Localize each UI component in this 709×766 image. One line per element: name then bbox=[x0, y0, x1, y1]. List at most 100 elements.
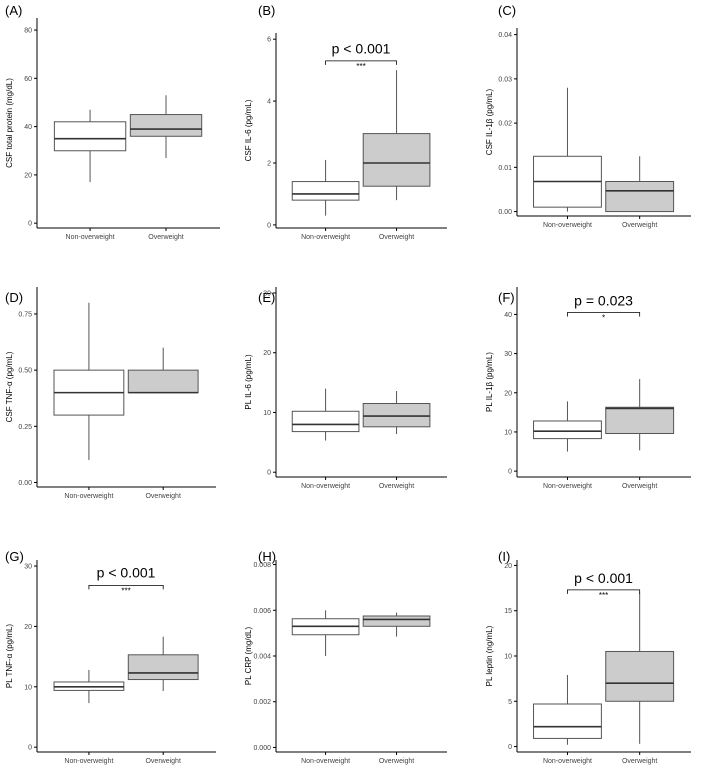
x-tick-label: Overweight bbox=[622, 758, 657, 765]
x-tick-label: Non-overweight bbox=[66, 234, 115, 241]
box-overweight bbox=[129, 95, 203, 158]
box-overweight bbox=[127, 347, 199, 394]
x-tick-label: Overweight bbox=[622, 483, 657, 490]
x-tick-label: Non-overweight bbox=[543, 222, 592, 229]
significance-stars: *** bbox=[121, 586, 130, 595]
iqr-box bbox=[605, 650, 675, 702]
box-overweight bbox=[605, 592, 675, 744]
p-value: p < 0.001 bbox=[574, 570, 633, 586]
y-tick-label: 0.00 bbox=[498, 209, 512, 216]
y-tick-label: 20 bbox=[24, 624, 32, 631]
x-tick-label: Overweight bbox=[379, 483, 414, 490]
panel-label: (E) bbox=[258, 290, 275, 305]
panel-a: (A) 0 20 40 60 80 CSF total protein (mg/dL) Non… bbox=[5, 3, 220, 241]
box-non-overweight bbox=[53, 302, 125, 461]
significance-stars: * bbox=[602, 313, 605, 322]
y-tick-label: 0.01 bbox=[498, 165, 512, 172]
iqr-box bbox=[533, 420, 602, 440]
panel-label: (C) bbox=[498, 3, 516, 18]
box-non-overweight bbox=[291, 159, 360, 216]
x-tick-label: Non-overweight bbox=[64, 758, 113, 765]
panel-g: (G) 0 10 20 30 PL TNF-α (pg/mL) Non-overweight… bbox=[5, 549, 216, 765]
box-non-overweight bbox=[533, 401, 602, 452]
y-tick-label: 0 bbox=[28, 745, 32, 752]
y-tick-label: 30 bbox=[504, 351, 512, 358]
significance-bracket bbox=[567, 312, 641, 317]
y-tick-label: 20 bbox=[24, 172, 32, 179]
y-tick-label: 0.00 bbox=[18, 480, 32, 487]
panel-h: (H) 0.000 0.002 0.004 0.006 0.008 PL CRP (mg/d… bbox=[244, 549, 447, 765]
box-non-overweight bbox=[53, 109, 127, 183]
y-tick-label: 0.75 bbox=[18, 311, 32, 318]
box-non-overweight bbox=[53, 669, 125, 704]
y-tick-label: 0.000 bbox=[253, 745, 271, 752]
panel-label: (D) bbox=[5, 290, 23, 305]
y-tick-label: 5 bbox=[508, 699, 512, 706]
p-value: p < 0.001 bbox=[332, 40, 391, 56]
y-tick-label: 0.03 bbox=[498, 76, 512, 83]
x-tick-label: Non-overweight bbox=[301, 483, 350, 490]
y-tick-label: 0 bbox=[28, 221, 32, 228]
panel-label: (H) bbox=[258, 549, 276, 564]
x-tick-label: Non-overweight bbox=[301, 758, 350, 765]
box-overweight bbox=[605, 156, 675, 213]
panel-f: (F) 0 10 20 30 40 PL IL-1β (pg/mL) Non-overweig… bbox=[485, 287, 691, 490]
y-tick-label: 40 bbox=[504, 312, 512, 319]
x-tick-label: Overweight bbox=[148, 234, 183, 241]
significance-bracket bbox=[325, 60, 397, 65]
box-overweight bbox=[362, 70, 431, 201]
y-axis-title: PL leptin (ng/mL) bbox=[485, 625, 494, 686]
y-tick-label: 6 bbox=[267, 37, 271, 44]
panel-label: (G) bbox=[5, 549, 24, 564]
iqr-box bbox=[127, 654, 199, 681]
y-tick-label: 0.50 bbox=[18, 368, 32, 375]
y-tick-label: 10 bbox=[263, 410, 271, 417]
x-tick-label: Overweight bbox=[145, 493, 180, 500]
box-overweight bbox=[362, 390, 431, 434]
iqr-box bbox=[362, 133, 431, 187]
panel-b: (B) 0 2 4 6 CSF IL-6 (pg/mL) Non-overweight Ove… bbox=[244, 3, 447, 241]
y-tick-label: 0 bbox=[508, 469, 512, 476]
y-tick-label: 20 bbox=[504, 563, 512, 570]
y-tick-label: 0.006 bbox=[253, 608, 271, 615]
box-non-overweight bbox=[533, 675, 602, 745]
x-tick-label: Overweight bbox=[379, 758, 414, 765]
x-tick-label: Overweight bbox=[379, 234, 414, 241]
y-axis-title: CSF IL-6 (pg/mL) bbox=[244, 99, 253, 161]
iqr-box bbox=[533, 703, 602, 739]
significance-bracket bbox=[567, 589, 641, 594]
y-axis-title: PL IL-1β (pg/mL) bbox=[485, 352, 494, 412]
x-tick-label: Overweight bbox=[145, 758, 180, 765]
panel-i: (I) 0 5 10 15 20 PL leptin (ng/mL) Non-overweig… bbox=[485, 549, 691, 765]
y-tick-label: 0.002 bbox=[253, 699, 271, 706]
panel-label: (I) bbox=[498, 549, 510, 564]
y-tick-label: 0 bbox=[267, 222, 271, 229]
x-tick-label: Non-overweight bbox=[543, 483, 592, 490]
y-axis-title: PL IL-6 (pg/mL) bbox=[244, 354, 253, 410]
y-tick-label: 0.04 bbox=[498, 32, 512, 39]
iqr-box bbox=[605, 406, 675, 435]
iqr-box bbox=[129, 114, 203, 137]
panel-e: (E) 0 10 20 30 PL IL-6 (pg/mL) Non-overweight O… bbox=[244, 287, 447, 490]
significance-stars: *** bbox=[599, 591, 608, 600]
box-overweight bbox=[127, 636, 199, 692]
iqr-box bbox=[291, 181, 360, 201]
y-tick-label: 0.008 bbox=[253, 562, 271, 569]
box-overweight bbox=[605, 379, 675, 451]
iqr-box bbox=[605, 180, 675, 213]
box-non-overweight bbox=[291, 388, 360, 441]
x-tick-label: Non-overweight bbox=[543, 758, 592, 765]
iqr-box bbox=[362, 615, 431, 627]
box-non-overweight bbox=[291, 610, 360, 656]
panel-label: (A) bbox=[5, 3, 22, 18]
y-axis-title: CSF IL-1β (pg/mL) bbox=[485, 88, 494, 155]
panel-label: (F) bbox=[498, 290, 515, 305]
y-tick-label: 40 bbox=[24, 124, 32, 131]
y-axis-title: PL TNF-α (pg/mL) bbox=[5, 624, 14, 689]
panel-d: (D) 0.00 0.25 0.50 0.75 CSF TNF-α (pg/mL) Non-… bbox=[5, 287, 216, 500]
iqr-box bbox=[127, 369, 199, 394]
y-tick-label: 10 bbox=[504, 429, 512, 436]
y-axis-title: CSF total protein (mg/dL) bbox=[5, 78, 14, 168]
y-tick-label: 0.02 bbox=[498, 121, 512, 128]
